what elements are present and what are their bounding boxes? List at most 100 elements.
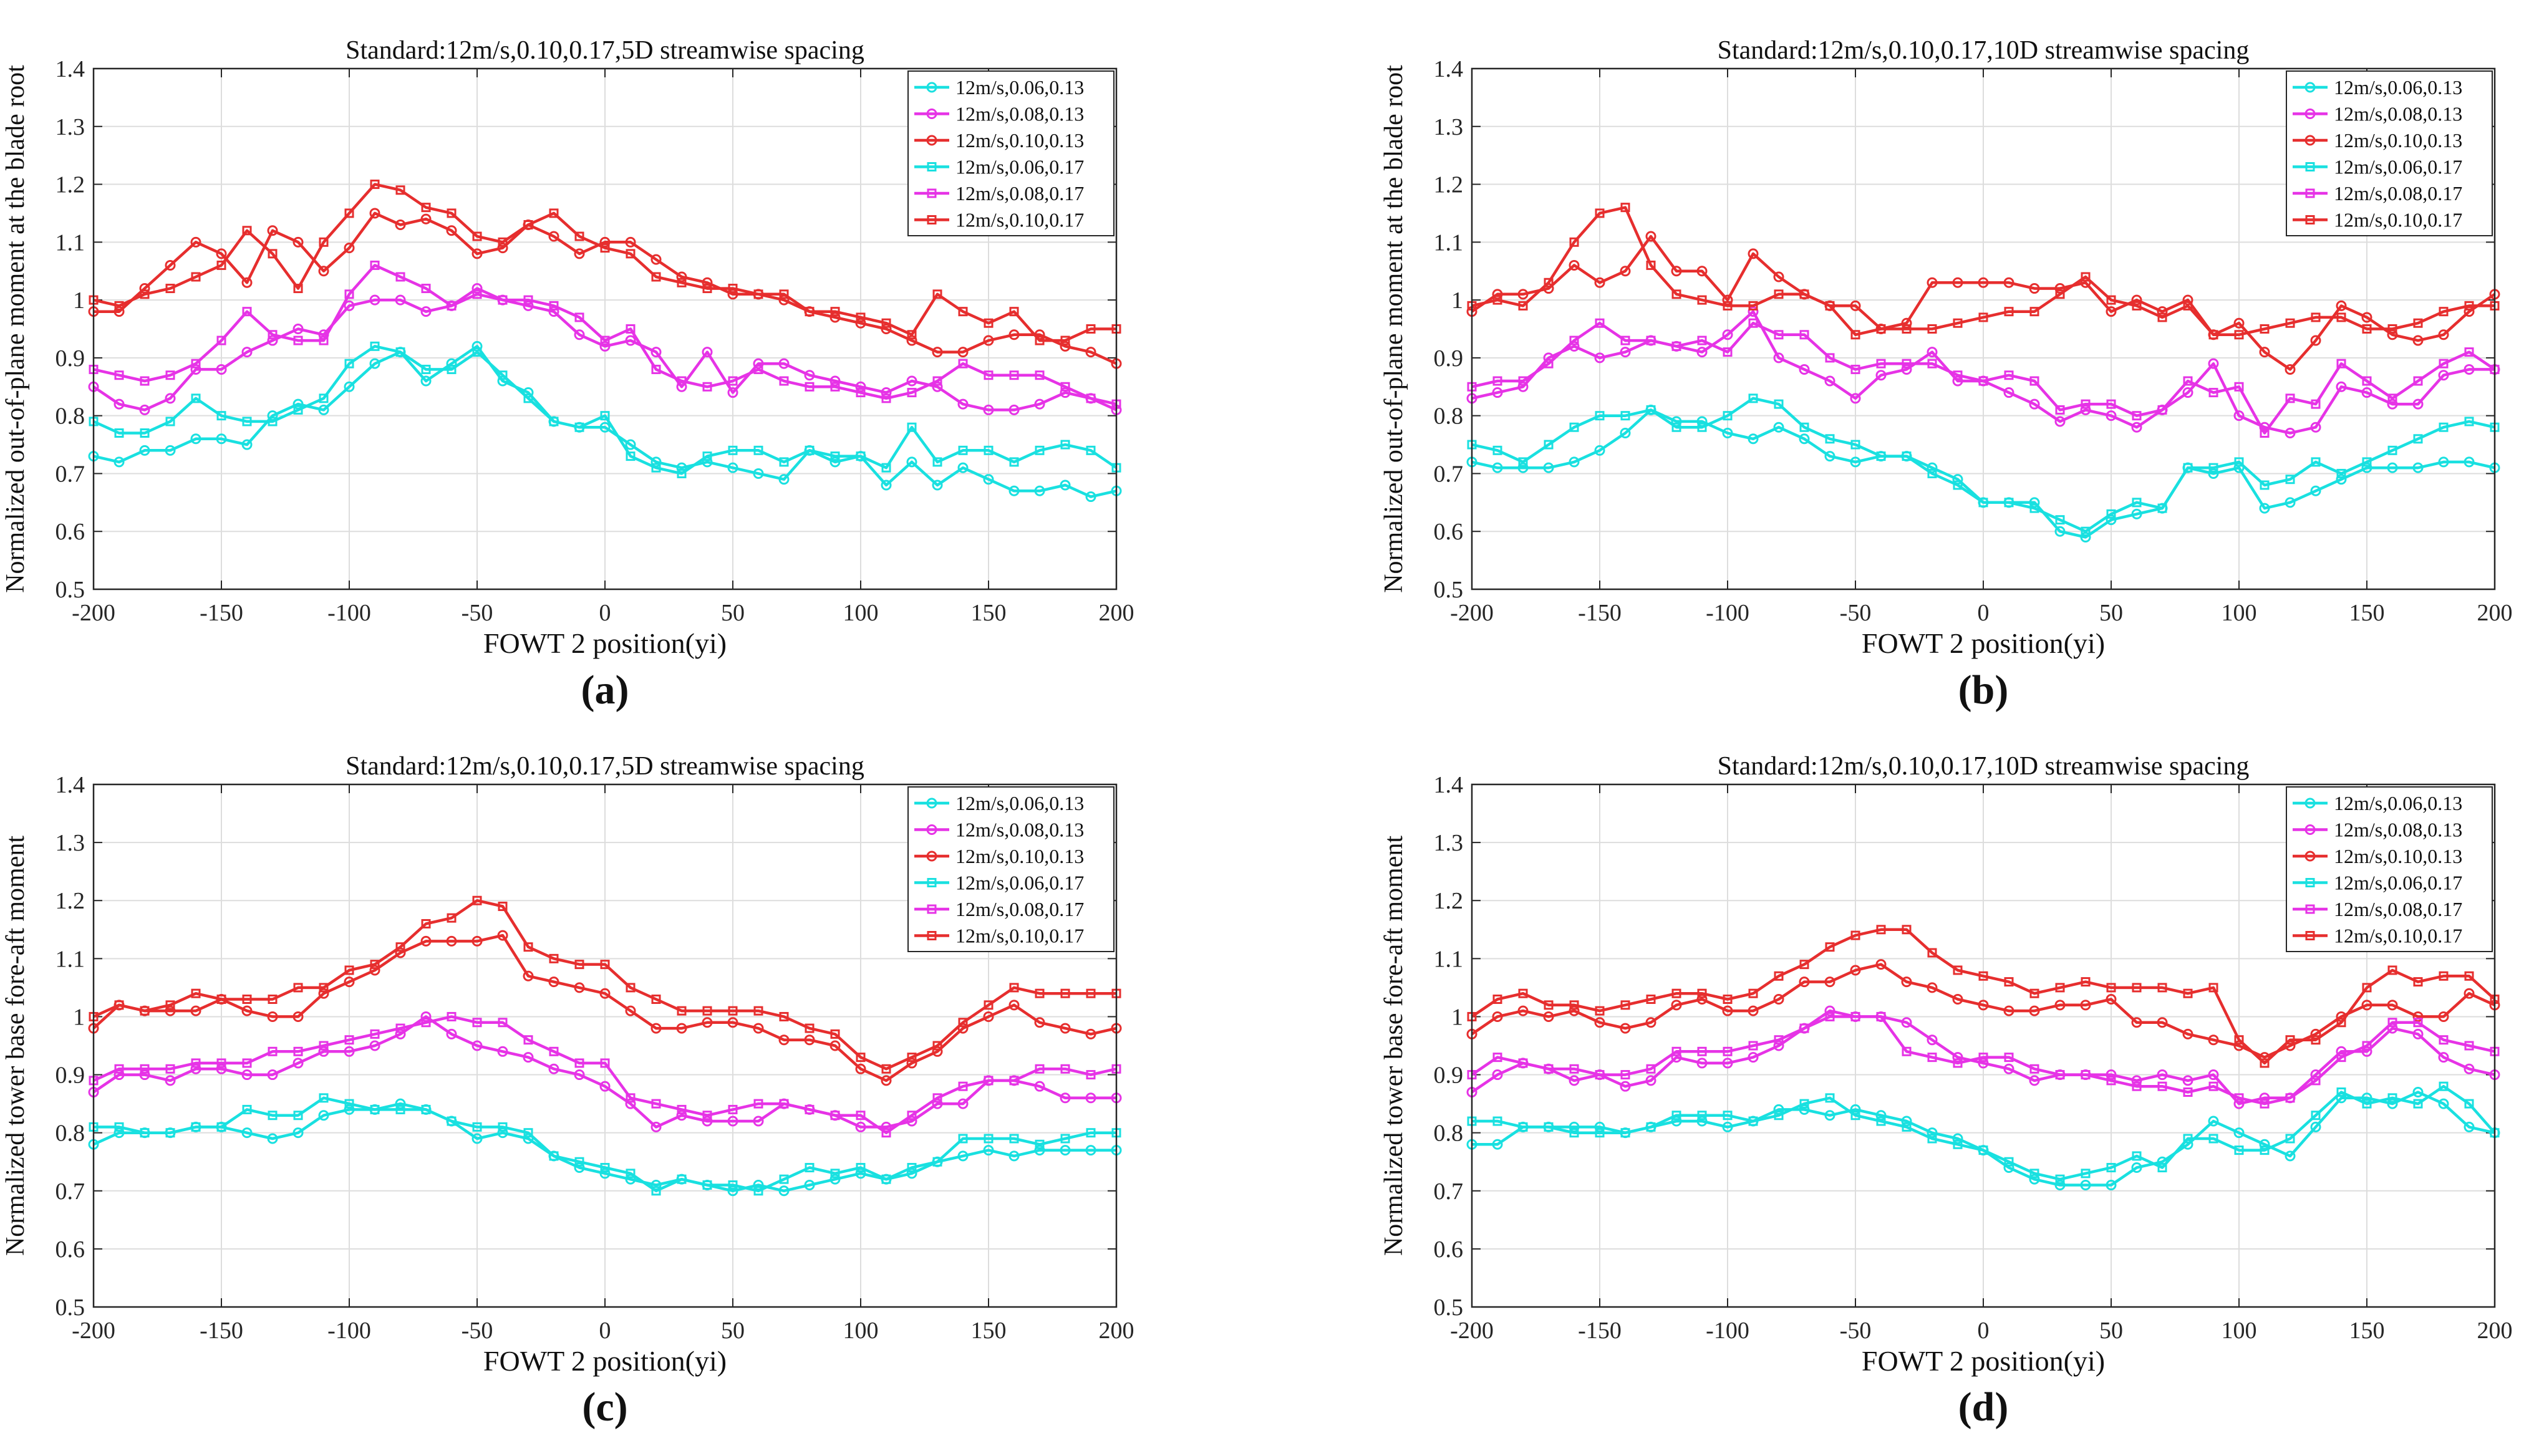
data-point <box>216 260 226 270</box>
data-point <box>319 1093 329 1103</box>
x-tick-label: -200 <box>72 600 115 626</box>
data-point <box>471 340 483 352</box>
data-point <box>2081 977 2091 987</box>
data-point <box>2106 399 2116 409</box>
data-point <box>702 1006 712 1016</box>
data-point <box>600 243 610 253</box>
data-point <box>395 219 406 230</box>
data-point <box>2464 347 2474 357</box>
x-tick-label: 150 <box>2349 1318 2385 1344</box>
data-point <box>2412 398 2424 410</box>
data-point <box>498 237 508 247</box>
data-point <box>447 1116 457 1126</box>
x-tick-label: -50 <box>1840 1318 1872 1344</box>
data-point <box>318 988 329 999</box>
data-point <box>1799 422 1809 432</box>
data-point <box>625 1005 636 1016</box>
data-point <box>472 347 482 357</box>
chart-panel-3: -200 -150 -100 -50 0 50 100 150 200 0.5 0.6 0.7 0.8 0… <box>1 752 1134 1430</box>
data-point <box>805 1104 815 1114</box>
data-point <box>2464 1121 2475 1132</box>
data-point <box>2387 329 2398 340</box>
data-point <box>421 284 431 294</box>
data-point <box>1902 1122 1912 1132</box>
legend-entry: 12m/s,0.08,0.17 <box>955 898 1084 920</box>
data-point <box>1697 988 1707 998</box>
data-point <box>523 942 533 952</box>
data-point <box>1620 1128 1630 1138</box>
panel-label: (c) <box>582 1384 627 1430</box>
data-point <box>2003 387 2014 398</box>
data-point <box>2362 1099 2372 1109</box>
series-line-5 <box>93 1015 1117 1134</box>
data-point <box>293 1011 304 1022</box>
data-point <box>395 272 405 282</box>
data-point <box>1518 1122 1528 1132</box>
data-point <box>1696 347 1708 358</box>
x-tick-label: 50 <box>2099 600 2123 626</box>
data-point <box>1927 347 1938 358</box>
data-point <box>447 1011 457 1021</box>
data-point <box>2004 307 2014 317</box>
data-point <box>2439 422 2449 432</box>
data-point <box>2234 1035 2244 1045</box>
data-point <box>1492 1053 1502 1063</box>
y-tick-label: 0.8 <box>56 403 85 430</box>
data-point <box>1544 1000 1554 1010</box>
data-point <box>1773 352 1784 364</box>
data-point <box>242 1058 252 1068</box>
data-point <box>293 983 303 993</box>
data-point <box>1850 364 1860 374</box>
data-point <box>1722 428 1733 438</box>
data-point <box>2003 277 2014 288</box>
data-point <box>1569 1064 1579 1074</box>
data-point <box>1517 381 1529 392</box>
data-point <box>191 272 201 282</box>
data-point <box>1645 231 1656 242</box>
data-point <box>191 1122 201 1132</box>
data-point <box>1620 428 1631 438</box>
data-point <box>2336 1018 2346 1028</box>
data-point <box>241 439 253 450</box>
data-point <box>267 1011 278 1022</box>
series-line-6 <box>1471 206 2495 337</box>
data-point <box>1085 1028 1096 1039</box>
data-point <box>241 277 253 288</box>
y-axis-label: Normalized tower base fore-aft moment <box>1380 836 1408 1256</box>
data-point <box>2310 335 2321 346</box>
data-point <box>395 1098 406 1109</box>
data-point <box>472 895 482 905</box>
data-point <box>830 451 840 461</box>
data-point <box>1646 405 1656 415</box>
legend-marker <box>926 82 937 93</box>
data-point <box>1825 1093 1835 1103</box>
data-point <box>2183 463 2193 473</box>
data-point <box>728 1006 738 1016</box>
data-point <box>1671 289 1681 299</box>
x-axis-label: FOWT 2 position(yi) <box>483 627 727 659</box>
legend-entry: 12m/s,0.10,0.13 <box>955 129 1084 152</box>
series-line-4 <box>1471 397 2495 533</box>
data-point <box>2438 370 2449 381</box>
x-tick-label: 0 <box>599 1318 611 1344</box>
series-line-3 <box>92 933 1117 1082</box>
data-point <box>2464 417 2474 427</box>
data-point <box>804 370 815 381</box>
data-point <box>1876 451 1886 461</box>
data-point <box>1927 982 1938 993</box>
data-point <box>523 1128 533 1138</box>
data-point <box>932 1093 942 1103</box>
data-point <box>1620 1023 1631 1034</box>
data-point <box>1517 289 1529 300</box>
data-point <box>318 404 329 415</box>
x-tick-label: 100 <box>2222 1318 2257 1344</box>
data-point <box>600 960 610 970</box>
x-tick-label: -100 <box>327 600 371 626</box>
data-point <box>2439 971 2449 981</box>
data-point <box>1952 1133 1963 1144</box>
data-point <box>165 1000 175 1010</box>
data-point <box>1085 1092 1096 1104</box>
data-point <box>293 1111 303 1121</box>
data-point <box>753 1186 763 1196</box>
data-point <box>1824 1110 1835 1121</box>
